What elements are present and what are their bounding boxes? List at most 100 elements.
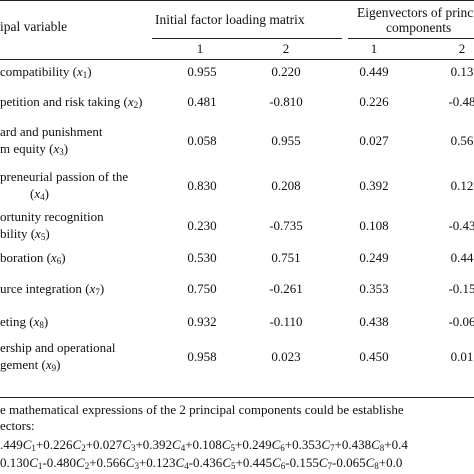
row-label-text: m equity (0, 141, 46, 156)
variable-subscript: 4 (40, 192, 45, 202)
loading-factor-2-cell: 0.220 (271, 64, 301, 79)
eigenvector-1-cell: 0.450 (359, 349, 389, 364)
eigenvector-2-cell: 0.13 (450, 64, 474, 79)
row-label-line2: (x4) (30, 186, 49, 202)
eigenvector-1-cell: 0.108 (359, 218, 389, 233)
variable-letter: x (89, 281, 96, 296)
eigenvector-2-cell: 0.12 (450, 178, 474, 193)
variable-subscript: 2 (133, 100, 139, 110)
loading-factor-1-cell: 0.830 (187, 178, 217, 193)
row-label: ortunity recognition (0, 209, 104, 225)
loading-factor-1-cell: 0.958 (187, 349, 217, 364)
row-label-line2: gement (x9) (0, 357, 60, 373)
variable-letter: x (76, 64, 83, 79)
loading-factor-1-cell: 0.058 (187, 133, 217, 148)
header-col-1: 1 (196, 41, 204, 56)
variable-letter: x (34, 186, 41, 201)
eigenvector-1-cell: 0.392 (359, 178, 389, 193)
eigenvector-2-cell: -0.15 (448, 281, 474, 296)
header-group-rule-loading (152, 38, 342, 39)
row-variable-symbol: (x3) (45, 141, 69, 157)
variable-letter: x (45, 357, 52, 372)
variable-subscript: 7 (95, 287, 100, 297)
row-label-line2: m equity (x3) (0, 141, 68, 157)
row-label: preneurial passion of the (0, 169, 128, 185)
variable-letter: x (33, 314, 40, 329)
loading-factor-2-cell: 0.751 (271, 250, 301, 265)
header-group-rule-eigen (348, 38, 474, 39)
variable-subscript: 9 (51, 363, 57, 373)
header-col-3: 1 (370, 41, 378, 56)
header-variable-label: ipal variable (0, 19, 68, 34)
eigenvector-2-cell: 0.01 (450, 349, 474, 364)
header-col-4: 2 (458, 41, 466, 56)
variable-subscript: 6 (56, 256, 62, 266)
loading-factor-1-cell: 0.481 (187, 94, 217, 109)
row-variable-symbol: (x8) (26, 314, 49, 330)
eigenvector-1-cell: 0.226 (359, 94, 389, 109)
eigenvector-1-cell: 0.353 (359, 281, 389, 296)
eigenvector-2-cell: 0.44 (450, 250, 474, 265)
row-variable-symbol: (x9) (38, 357, 61, 373)
row-variable-symbol: (x5) (27, 226, 50, 242)
variable-letter: x (35, 226, 41, 241)
variable-subscript: 1 (82, 70, 88, 80)
loading-factor-2-cell: 0.023 (271, 349, 301, 364)
eigenvector-2-cell: -0.48 (448, 94, 474, 109)
row-variable-symbol: (x1) (69, 64, 92, 80)
row-label-text: eting (0, 314, 26, 329)
row-variable-symbol: (x4) (30, 186, 49, 202)
row-label-text: bility (0, 226, 28, 241)
row-label: urce integration (x7) (0, 281, 104, 297)
variable-letter: x (50, 250, 57, 265)
loading-factor-2-cell: -0.110 (269, 314, 303, 329)
row-label-text: petition and risk taking (0, 94, 121, 109)
loading-factor-2-cell: 0.955 (271, 133, 301, 148)
loading-factor-2-cell: -0.810 (269, 94, 303, 109)
variable-letter: x (53, 141, 60, 156)
header-eigen-title-line2: components (386, 20, 452, 35)
row-label-text: gement (0, 357, 39, 372)
footer-equation-2: 0.130C1-0.480C2+0.566C3+0.123C4-0.436C5+… (0, 455, 403, 471)
eigenvector-1-cell: 0.438 (359, 314, 389, 329)
footer-equation-1: .449C1+0.226C2+0.027C3+0.392C4+0.108C5+0… (0, 437, 408, 453)
row-label: ard and punishment (0, 124, 103, 140)
footer-text-line1: e mathematical expressions of the 2 prin… (0, 402, 404, 417)
table-top-rule (0, 0, 474, 1)
variable-subscript: 3 (59, 147, 64, 157)
header-bottom-rule (0, 59, 474, 60)
row-label-text: boration (0, 250, 44, 265)
loading-factor-2-cell: 0.208 (271, 178, 301, 193)
row-label-text: ard and punishment (0, 124, 103, 139)
row-label-text: ership and operational (0, 340, 116, 355)
header-eigen-title-line1: Eigenvectors of princi (357, 5, 474, 20)
row-label-text: preneurial passion of the (0, 169, 129, 184)
variable-subscript: 8 (39, 320, 44, 330)
header-col-2: 2 (282, 41, 290, 56)
row-variable-symbol: (x2) (120, 94, 143, 110)
variable-subscript: 5 (40, 232, 46, 242)
eigenvector-2-cell: 0.56 (450, 133, 474, 148)
row-label: boration (x6) (0, 250, 66, 266)
row-variable-symbol: (x7) (81, 281, 105, 297)
row-label: compatibility (x1) (0, 64, 92, 80)
loading-factor-1-cell: 0.530 (187, 250, 217, 265)
eigenvector-2-cell: -0.06 (448, 314, 474, 329)
header-loading-title: Initial factor loading matrix (155, 12, 305, 27)
loading-factor-1-cell: 0.955 (187, 64, 217, 79)
loading-factor-2-cell: -0.261 (269, 281, 303, 296)
row-label-line2: bility (x5) (0, 226, 50, 242)
eigenvector-1-cell: 0.249 (359, 250, 389, 265)
eigenvector-1-cell: 0.449 (359, 64, 389, 79)
loading-factor-1-cell: 0.230 (187, 218, 217, 233)
row-label-text: compatibility (0, 64, 70, 79)
variable-letter: x (127, 94, 134, 109)
loading-factor-2-cell: -0.735 (269, 218, 303, 233)
row-label: eting (x8) (0, 314, 48, 330)
row-label-text: ortunity recognition (0, 209, 104, 224)
eigenvector-2-cell: -0.43 (448, 218, 474, 233)
footer-text-line2: ectors: (0, 418, 35, 433)
row-label: ership and operational (0, 340, 116, 356)
row-variable-symbol: (x6) (43, 250, 66, 266)
row-label: petition and risk taking (x2) (0, 94, 142, 110)
